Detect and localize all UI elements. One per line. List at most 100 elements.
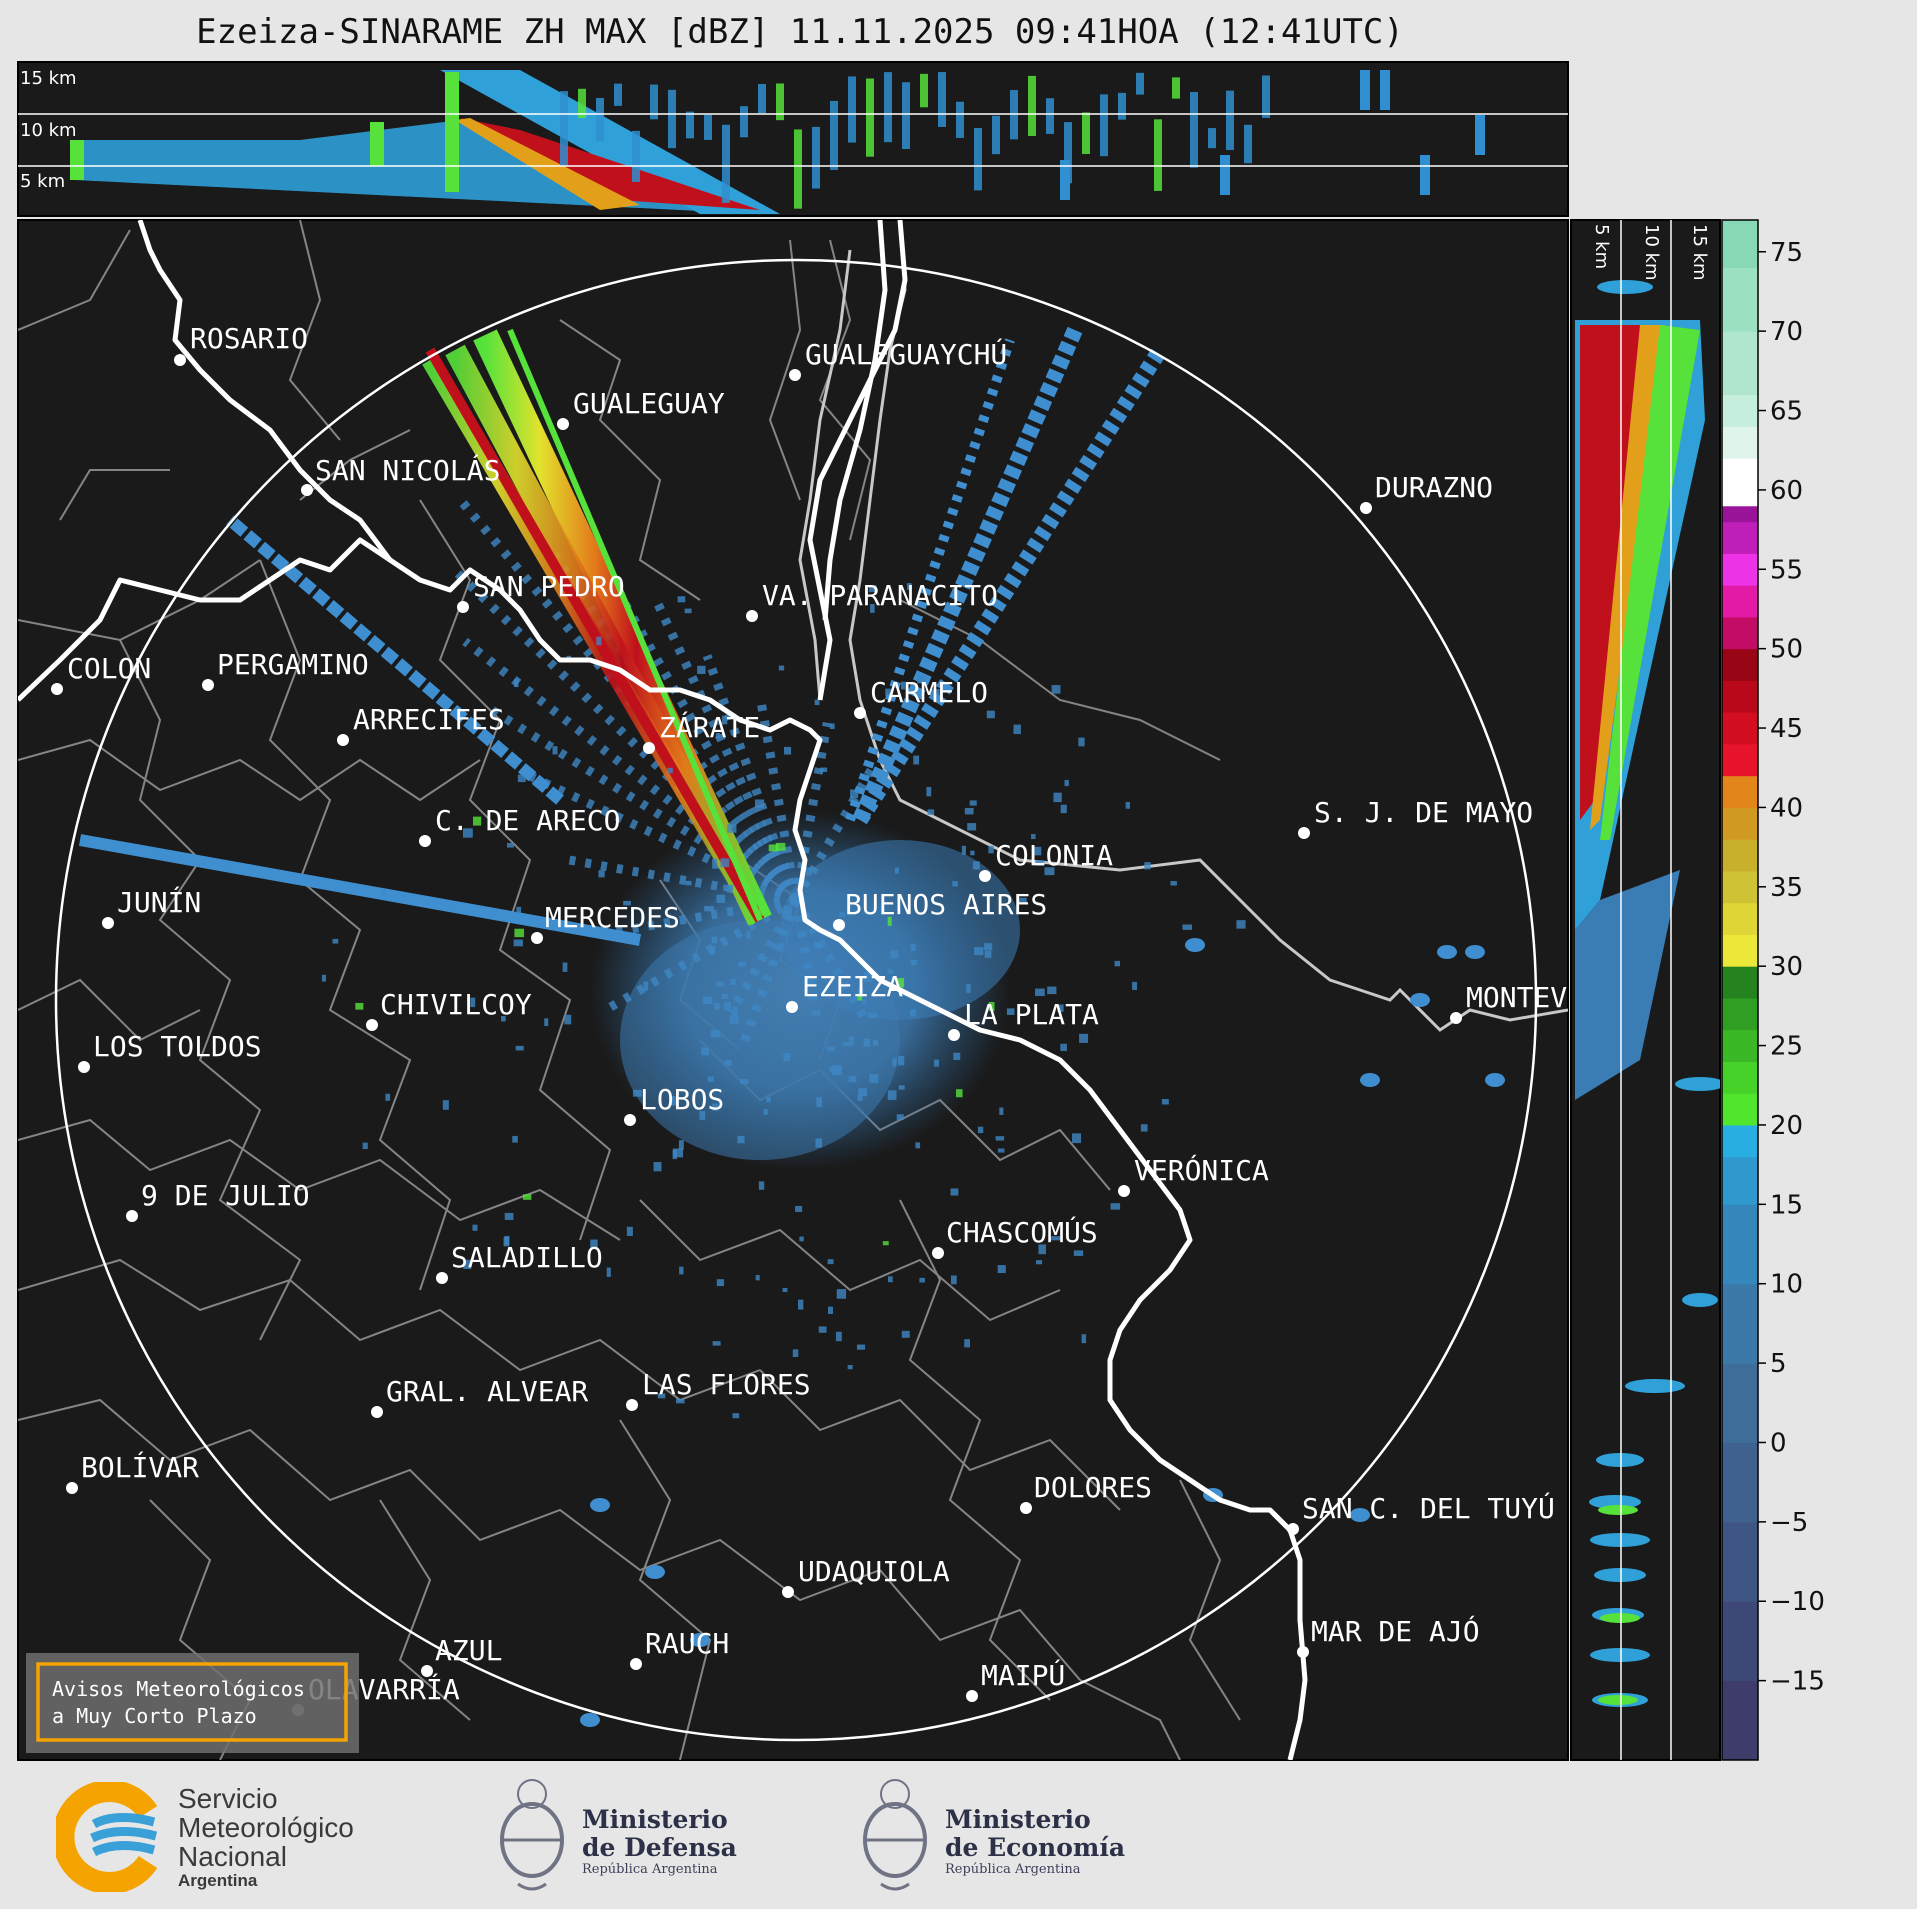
- colorbar-tick-label: 35: [1770, 873, 1803, 903]
- city-label: MAIPÚ: [981, 1658, 1065, 1692]
- city-marker: [436, 1272, 448, 1284]
- city-maip-: MAIPÚ: [966, 1658, 1065, 1702]
- city-marker: [624, 1114, 636, 1126]
- city-marker: [854, 707, 866, 719]
- city-label: GUALEGUAYCHÚ: [805, 337, 1007, 371]
- city-label: SALADILLO: [451, 1241, 603, 1274]
- city-label: GRAL. ALVEAR: [386, 1375, 588, 1408]
- smn-line3: Nacional: [178, 1841, 287, 1872]
- city-las-flores: LAS FLORES: [626, 1368, 811, 1411]
- city-label: 9 DE JULIO: [141, 1179, 310, 1212]
- colorbar-tick-label: 60: [1770, 476, 1803, 506]
- city-marker: [421, 1665, 433, 1677]
- city-va-paranacito: VA. PARANACITO: [746, 579, 998, 622]
- city-label: CHIVILCOY: [380, 988, 532, 1021]
- city-marker: [1287, 1523, 1299, 1535]
- colorbar-tick-label: 25: [1770, 1032, 1803, 1062]
- city-label: COLONIA: [995, 839, 1113, 872]
- colorbar-tick-label: 20: [1770, 1111, 1803, 1141]
- top-height-label-15: 15 km: [20, 68, 77, 89]
- city-san-nicol-s: SAN NICOLÁS: [301, 453, 500, 496]
- notice-box[interactable]: Avisos Meteorológicos a Muy Corto Plazo: [26, 1653, 359, 1753]
- city-marker: [789, 369, 801, 381]
- city-pergamino: PERGAMINO: [202, 648, 369, 691]
- city-marker: [371, 1406, 383, 1418]
- radar-echoes: [78, 326, 1505, 1727]
- colorbar-tick-label: −5: [1770, 1508, 1808, 1538]
- city-mercedes: MERCEDES: [531, 901, 680, 944]
- city-arrecifes: ARRECIFES: [337, 703, 505, 746]
- city-marker: [301, 484, 313, 496]
- radar-map: ROSARIO GUALEGUAYCHÚ GUALEGUAY SAN NICOLÁS D…: [17, 219, 1569, 1761]
- city-lobos: LOBOS: [624, 1083, 724, 1126]
- city-marker: [932, 1247, 944, 1259]
- colorbar-tick-label: 5: [1770, 1349, 1787, 1379]
- city-label: LAS FLORES: [642, 1368, 811, 1401]
- city-marker: [948, 1029, 960, 1041]
- colorbar-tick-label: 40: [1770, 793, 1803, 823]
- admin-boundaries: [18, 220, 1241, 1760]
- city-label: SAN C. DEL TUYÚ: [1302, 1491, 1555, 1525]
- colorbar-tick-label: 55: [1770, 555, 1803, 585]
- city-marker: [366, 1019, 378, 1031]
- city-s-j-de-mayo: S. J. DE MAYO: [1298, 796, 1533, 839]
- smn-line4: Argentina: [178, 1871, 258, 1890]
- city-rauch: RAUCH: [630, 1627, 729, 1670]
- city-label: SAN NICOLÁS: [315, 453, 500, 487]
- city-marker: [419, 835, 431, 847]
- colorbar-tick-label: −10: [1770, 1587, 1825, 1617]
- city-label: C. DE ARECO: [435, 804, 620, 837]
- city-label: ROSARIO: [190, 322, 308, 355]
- colorbar-tick-label: 65: [1770, 397, 1803, 427]
- city-marker: [557, 418, 569, 430]
- city-label: LA PLATA: [964, 998, 1099, 1031]
- city-marker: [1297, 1646, 1309, 1658]
- city-carmelo: CARMELO: [854, 676, 988, 719]
- city-colon: COLON: [51, 652, 151, 695]
- city-label: BUENOS AIRES: [845, 888, 1047, 921]
- colorbar-tick-label: 15: [1770, 1190, 1803, 1220]
- city-marker: [1020, 1502, 1032, 1514]
- city-ezeiza: EZEIZA: [786, 970, 903, 1013]
- defensa-line2: de Defensa: [582, 1833, 737, 1862]
- city-azul: AZUL: [421, 1634, 502, 1677]
- city-jun-n: JUNÍN: [102, 885, 201, 929]
- smn-line1: Servicio: [178, 1783, 278, 1814]
- city-label: RAUCH: [645, 1627, 729, 1660]
- city-label: ARRECIFES: [353, 703, 505, 736]
- city-label: UDAQUIOLA: [798, 1555, 950, 1588]
- city-bol-var: BOLÍVAR: [66, 1450, 199, 1494]
- colorbar-tick-label: 10: [1770, 1270, 1803, 1300]
- city-ver-nica: VERÓNICA: [1118, 1153, 1269, 1197]
- economia-line2: de Economía: [945, 1833, 1126, 1862]
- coastline: [18, 220, 1308, 1760]
- city-label: MONTEV: [1466, 981, 1567, 1014]
- city-marker: [746, 610, 758, 622]
- city-marker: [833, 919, 845, 931]
- city-marker: [66, 1482, 78, 1494]
- city-marker: [626, 1399, 638, 1411]
- city-z-rate: ZÁRATE: [643, 710, 760, 754]
- city-label: MAR DE AJÓ: [1311, 1614, 1480, 1648]
- side-height-label-5: 5 km: [1591, 224, 1612, 269]
- city-marker: [979, 870, 991, 882]
- coat-of-arms-defensa-icon: [500, 1779, 564, 1891]
- city-label: DURAZNO: [1375, 471, 1493, 504]
- colorbar-tick-label: 30: [1770, 952, 1803, 982]
- city-label: DOLORES: [1034, 1471, 1152, 1504]
- coat-of-arms-economia-icon: [863, 1779, 927, 1891]
- defensa-line1: Ministerio: [582, 1805, 728, 1834]
- city-dolores: DOLORES: [1020, 1471, 1152, 1514]
- map-title: Ezeiza-SINARAME ZH MAX [dBZ] 11.11.2025 …: [196, 12, 1404, 52]
- notice-line1: Avisos Meteorológicos: [52, 1677, 305, 1701]
- city-gral-alvear: GRAL. ALVEAR: [371, 1375, 588, 1418]
- city-marker: [337, 734, 349, 746]
- city-label: JUNÍN: [117, 885, 201, 919]
- logo-strip: Servicio Meteorológico Nacional Argentin…: [0, 1762, 1917, 1909]
- city-marker: [1360, 502, 1372, 514]
- city-durazno: DURAZNO: [1360, 471, 1493, 514]
- economia-line3: República Argentina: [945, 1862, 1081, 1877]
- city-la-plata: LA PLATA: [948, 998, 1099, 1041]
- top-height-profile: 15 km 10 km 5 km: [17, 61, 1569, 217]
